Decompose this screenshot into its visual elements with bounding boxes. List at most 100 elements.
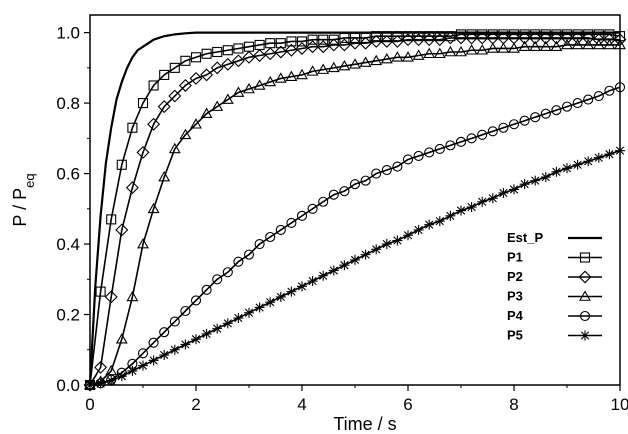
data-point	[253, 49, 267, 63]
data-point	[232, 86, 245, 97]
data-point	[603, 38, 616, 50]
data-point	[423, 47, 436, 59]
data-point	[286, 217, 297, 228]
x-tick-label: 2	[191, 395, 200, 414]
data-point	[581, 31, 595, 45]
data-point	[593, 90, 604, 102]
legend-item-P1: P1	[507, 250, 602, 265]
series-Est_P	[88, 31, 620, 386]
data-point	[561, 38, 573, 50]
y-axis-title-main: P / P	[10, 188, 30, 227]
data-point	[518, 31, 532, 45]
data-point	[529, 40, 542, 52]
data-point	[157, 100, 171, 114]
data-point	[337, 38, 351, 52]
data-point	[498, 187, 509, 198]
data-point	[433, 47, 446, 59]
data-point	[530, 112, 541, 123]
data-point	[201, 284, 212, 295]
data-point	[571, 38, 584, 50]
data-point	[456, 205, 466, 216]
data-point	[530, 175, 541, 186]
data-point	[307, 34, 318, 45]
data-point	[106, 214, 117, 225]
data-point	[422, 33, 436, 47]
data-point	[148, 355, 159, 366]
data-point	[221, 93, 234, 104]
data-point	[498, 122, 509, 133]
data-point	[338, 59, 351, 71]
data-point	[401, 33, 415, 47]
data-point	[518, 40, 531, 52]
legend-marker	[579, 290, 591, 301]
legend-label: P1	[507, 250, 523, 265]
data-point	[508, 42, 520, 53]
data-point	[104, 290, 118, 304]
data-point	[519, 115, 530, 126]
data-point	[179, 128, 192, 140]
data-point	[402, 51, 414, 62]
x-tick-label: 4	[297, 395, 306, 414]
data-point	[243, 82, 255, 94]
data-point	[127, 365, 138, 376]
data-point	[190, 52, 202, 63]
data-point	[539, 40, 552, 52]
data-point	[136, 145, 150, 159]
data-point	[551, 166, 562, 177]
data-point	[582, 38, 595, 50]
data-point	[339, 32, 350, 43]
data-point	[115, 223, 129, 237]
data-point	[296, 210, 308, 221]
data-point	[233, 313, 244, 324]
y-tick-label: 0.8	[56, 94, 80, 113]
data-point	[349, 179, 361, 190]
data-point	[550, 40, 563, 52]
data-point	[487, 29, 498, 40]
data-point	[413, 31, 424, 42]
legend-marker	[579, 252, 591, 263]
data-point	[604, 85, 615, 96]
data-point	[275, 224, 286, 236]
data-point	[221, 57, 235, 71]
data-point	[180, 339, 191, 350]
data-point	[116, 371, 127, 382]
data-point	[201, 328, 212, 339]
data-point	[306, 65, 319, 76]
data-point	[264, 75, 277, 87]
data-point	[327, 38, 341, 52]
data-point	[475, 31, 489, 45]
data-point	[571, 31, 585, 45]
data-point	[434, 143, 445, 154]
data-point	[413, 150, 424, 162]
data-point	[200, 107, 213, 118]
data-point	[137, 237, 149, 249]
data-point	[190, 118, 202, 129]
data-point	[231, 54, 245, 68]
data-point	[572, 98, 583, 109]
data-point	[95, 286, 106, 297]
data-point	[254, 302, 265, 313]
y-tick-label: 0.0	[56, 376, 80, 395]
data-point	[466, 202, 477, 213]
data-point	[243, 249, 255, 260]
data-point	[148, 337, 159, 348]
data-point	[370, 54, 383, 66]
data-point	[190, 295, 202, 306]
data-point	[307, 203, 318, 214]
legend-marker	[579, 310, 591, 322]
data-point	[201, 48, 212, 59]
legend-item-P4: P4	[507, 308, 602, 323]
data-point	[147, 202, 160, 214]
data-point	[233, 43, 244, 54]
data-point	[222, 267, 233, 278]
data-point	[274, 45, 288, 59]
data-point	[519, 179, 530, 190]
data-point	[318, 196, 329, 207]
data-point	[327, 61, 340, 73]
data-point	[433, 33, 447, 47]
data-point	[528, 31, 542, 45]
data-point	[487, 126, 498, 137]
data-point	[466, 29, 477, 40]
data-point	[551, 29, 562, 40]
data-point	[265, 297, 276, 308]
